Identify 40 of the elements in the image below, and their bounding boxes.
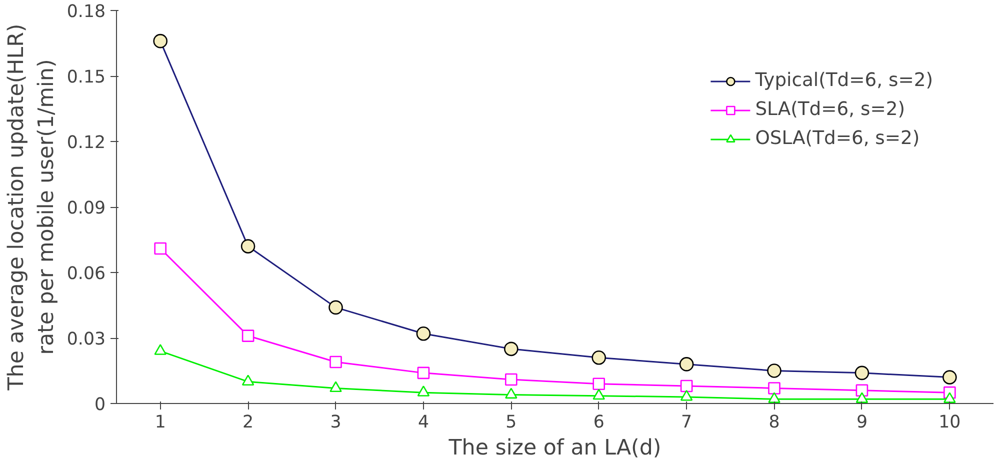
point [505, 388, 518, 399]
point [242, 374, 254, 386]
x-tick-label: 10 [938, 412, 961, 432]
legend-label: OSLA(Td=6, s=2) [755, 128, 920, 149]
point [417, 366, 430, 380]
point [154, 242, 166, 255]
point [592, 388, 605, 400]
x-tick-label: 5 [506, 412, 517, 432]
point [856, 392, 868, 403]
x-tick-label: 1 [154, 412, 166, 432]
y-tick-label: 0.12 [66, 133, 106, 153]
y-tick-label: 0.06 [66, 264, 106, 284]
point [330, 356, 342, 368]
point [768, 382, 780, 394]
point [680, 380, 693, 392]
y-tick-label: 0.09 [66, 198, 106, 218]
point [330, 381, 342, 392]
point [592, 378, 605, 390]
legend-label: SLA(Td=6, s=2) [755, 99, 905, 120]
legend-label: Typical(Td=6, s=2) [755, 70, 933, 91]
x-tick-label: 4 [418, 412, 429, 432]
x-tick-label: 9 [856, 412, 868, 432]
point [680, 390, 693, 401]
y-tick-label: 0 [94, 395, 106, 415]
x-tick-label: 7 [681, 412, 692, 432]
x-tick-label: 6 [593, 412, 604, 432]
point [417, 386, 430, 396]
point [768, 392, 780, 403]
point [242, 330, 254, 342]
y-tick-label: 0.18 [66, 2, 106, 22]
point [154, 344, 166, 355]
x-tick-label: 3 [330, 412, 342, 432]
x-axis-title: The size of an LA(d) [448, 436, 662, 460]
x-tick-label: 2 [242, 412, 254, 432]
point [944, 392, 956, 403]
y-axis-title: The average location update(HLR) rate per mobile user(1/min) [4, 24, 59, 392]
y-tick-label: 0.15 [66, 68, 106, 88]
point [505, 373, 518, 386]
y-tick-label: 0.03 [66, 330, 106, 350]
x-tick-label: 8 [768, 412, 780, 432]
